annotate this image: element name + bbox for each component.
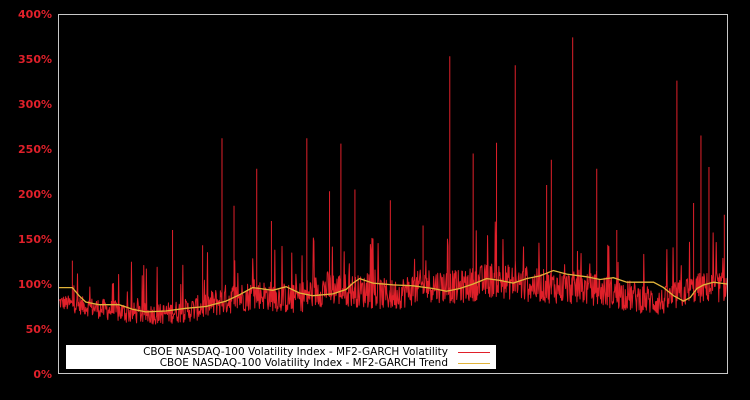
y-tick-label: 0% xyxy=(33,368,52,381)
y-tick-label: 400% xyxy=(18,8,52,21)
legend-item-trend: CBOE NASDAQ-100 Volatility Index - MF2-G… xyxy=(160,357,496,369)
chart-legend: CBOE NASDAQ-100 Volatility Index - MF2-G… xyxy=(66,345,496,369)
plot-area-frame xyxy=(58,14,728,374)
volatility-series-line xyxy=(58,37,728,325)
legend-item-volatility: CBOE NASDAQ-100 Volatility Index - MF2-G… xyxy=(143,346,496,358)
legend-swatch-gold-line xyxy=(458,362,490,364)
y-tick-label: 100% xyxy=(18,278,52,291)
y-tick-label: 50% xyxy=(25,323,52,336)
y-tick-label: 300% xyxy=(18,98,52,111)
y-tick-label: 150% xyxy=(18,233,52,246)
y-tick-label: 250% xyxy=(18,143,52,156)
y-tick-label: 350% xyxy=(18,53,52,66)
legend-label: CBOE NASDAQ-100 Volatility Index - MF2-G… xyxy=(159,357,448,369)
legend-label: CBOE NASDAQ-100 Volatility Index - MF2-G… xyxy=(143,346,448,358)
legend-swatch-red-line xyxy=(458,351,490,353)
y-tick-label: 200% xyxy=(18,188,52,201)
trend-series-line xyxy=(59,269,728,313)
